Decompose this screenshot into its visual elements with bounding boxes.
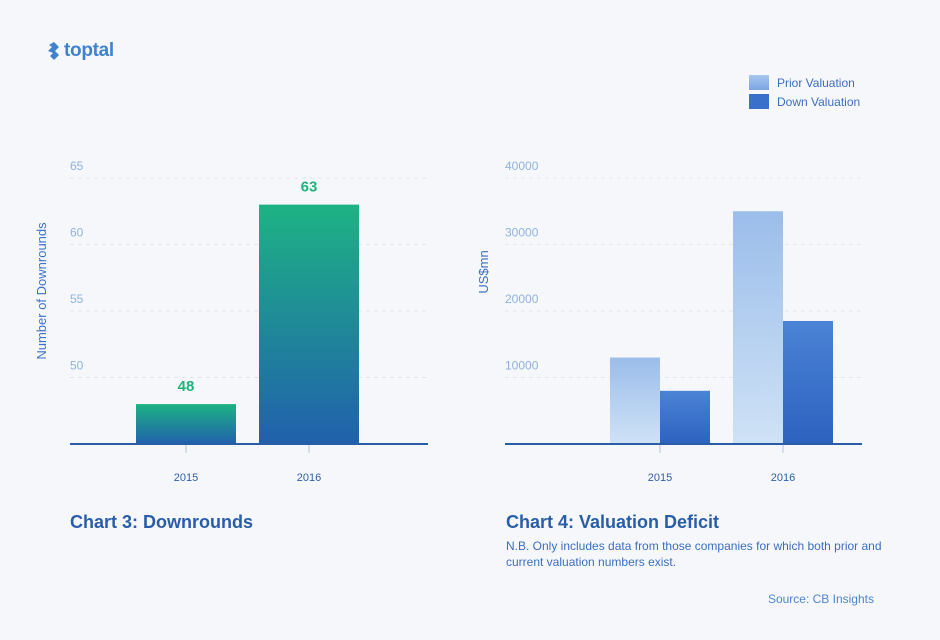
y-tick-label: 30000 — [505, 226, 539, 240]
y-tick-label: 65 — [70, 159, 84, 173]
legend-swatch-down — [749, 94, 769, 109]
y-tick-label: 40000 — [505, 159, 539, 173]
data-label: 48 — [178, 378, 195, 395]
bar-2016-down — [783, 320, 833, 444]
chart3-caption: Chart 3: Downrounds — [70, 512, 253, 532]
x-tick-label: 2015 — [174, 472, 198, 484]
x-tick-label: 2015 — [648, 472, 672, 484]
legend-label-prior: Prior Valuation — [777, 75, 855, 90]
bar-2015-down — [660, 390, 710, 444]
bar-2016 — [259, 204, 359, 444]
bar-2015 — [136, 404, 236, 444]
y-tick-label: 20000 — [505, 292, 539, 306]
chart4-note: N.B. Only includes data from those compa… — [506, 539, 882, 569]
chart4-caption: Chart 4: Valuation Deficit — [506, 512, 720, 532]
data-label: 63 — [301, 179, 318, 196]
legend-item-down: Down Valuation — [749, 92, 860, 111]
brand-name: toptal — [64, 40, 114, 61]
bar-2016-prior — [733, 211, 783, 444]
chart-legend: Prior Valuation Down Valuation — [749, 73, 860, 111]
legend-swatch-prior — [749, 75, 769, 90]
valuation-deficit-chart: 10000 20000 30000 40000 2015 2016 US$mn — [476, 159, 862, 484]
y-tick-label: 50 — [70, 359, 84, 373]
legend-item-prior: Prior Valuation — [749, 73, 860, 92]
x-tick-label: 2016 — [771, 472, 795, 484]
y-tick-label: 55 — [70, 292, 84, 306]
toptal-logo-icon — [48, 42, 59, 60]
x-tick-label: 2016 — [297, 472, 321, 484]
source-credit: Source: CB Insights — [767, 592, 874, 606]
y-axis-label: Number of Downrounds — [34, 222, 49, 360]
toptal-logo: toptal — [46, 40, 114, 62]
y-tick-label: 10000 — [505, 359, 539, 373]
downrounds-chart: 50 55 60 65 48 2015 63 2016 Number of Downrounds — [34, 159, 428, 484]
legend-label-down: Down Valuation — [777, 94, 861, 109]
y-axis-label: US$mn — [476, 250, 491, 293]
bar-2015-prior — [610, 357, 660, 444]
y-tick-label: 60 — [70, 226, 84, 240]
